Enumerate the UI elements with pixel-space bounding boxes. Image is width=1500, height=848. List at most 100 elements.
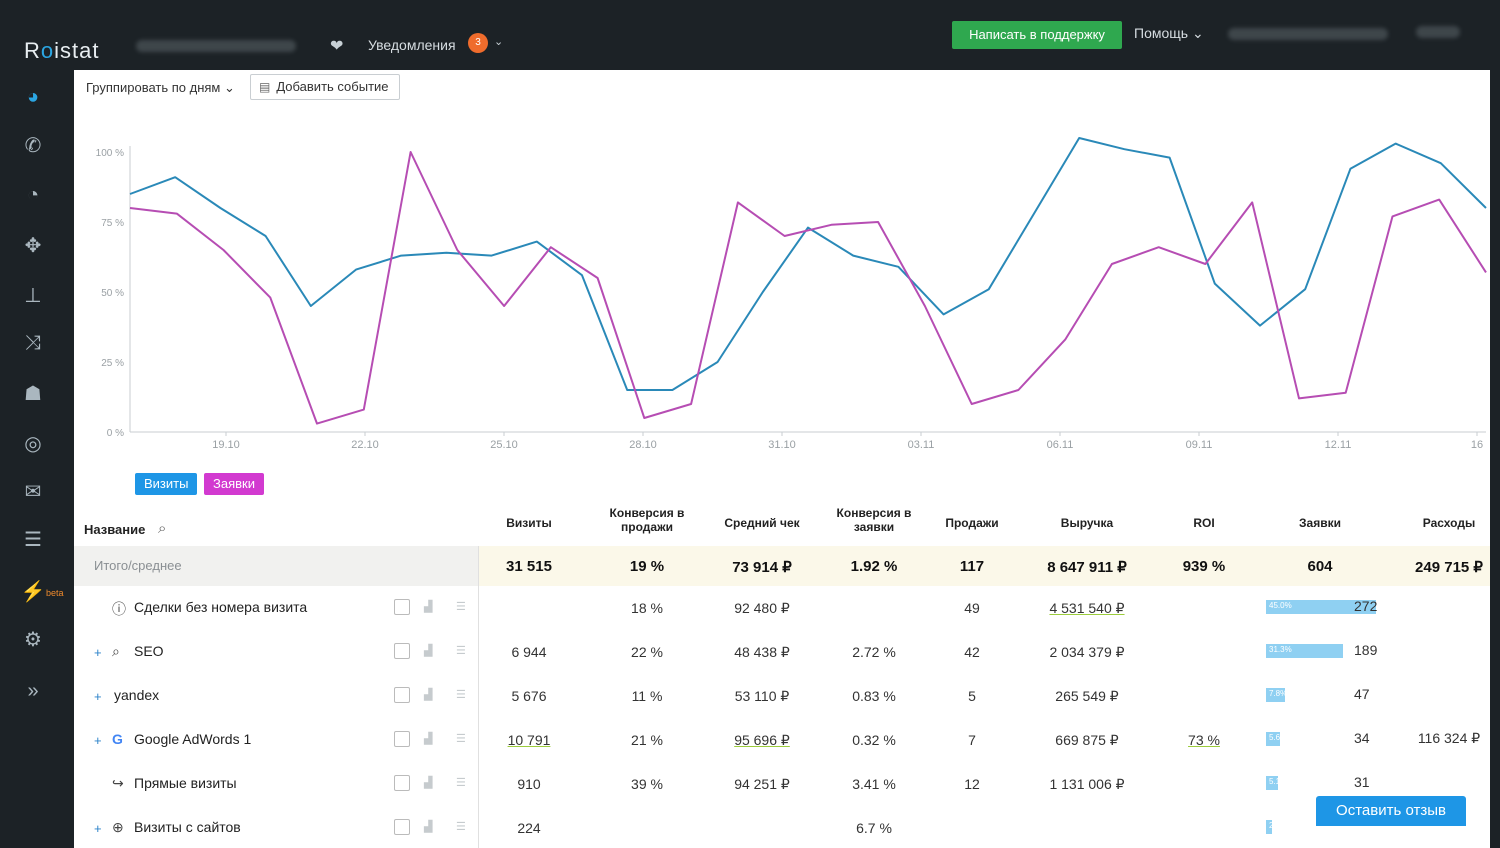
cell-avg-check: 94 251 ₽ (734, 776, 790, 792)
chart-mini-icon[interactable]: ▟ (424, 601, 433, 613)
leads-share-pct: 45.0% (1269, 601, 1292, 610)
hierarchy-icon[interactable]: ⊥ (24, 284, 42, 307)
chevron-down-icon[interactable]: ⌄ (494, 36, 504, 48)
list-mini-icon[interactable]: ☰ (456, 777, 466, 789)
leads-share-pct: 5.6% (1269, 733, 1288, 742)
cell-avg-check: 92 480 ₽ (734, 600, 790, 616)
cell-revenue: 265 549 ₽ (1055, 688, 1119, 704)
row-checkbox[interactable] (394, 819, 410, 835)
project-name-blurred[interactable] (136, 40, 296, 52)
row-name[interactable]: SEO (134, 643, 164, 659)
list-mini-icon[interactable]: ☰ (456, 821, 466, 833)
users-icon[interactable]: ☗ (24, 382, 42, 405)
search-icon[interactable]: ⌕ (158, 520, 167, 537)
cell-conv-sales: 11 % (631, 688, 663, 704)
x-tick-label: 03.11 (908, 439, 935, 451)
support-button[interactable]: Написать в поддержку (952, 21, 1122, 49)
leads-share-bar-fill (1266, 600, 1376, 614)
cell-avg-check: 53 110 ₽ (734, 688, 790, 704)
line-chart: 100 % 75 % 50 % 25 % 0 % 19.10 22.10 25.10 28.10… (96, 137, 1487, 451)
leads-column-header[interactable]: Заявки (1299, 516, 1341, 530)
roi-column-header[interactable]: ROI (1193, 516, 1215, 530)
sales-column-header[interactable]: Продажи (945, 516, 999, 530)
roistat-logo[interactable]: Roistat (24, 38, 100, 63)
list-mini-icon[interactable]: ☰ (456, 733, 466, 745)
list-mini-icon[interactable]: ☰ (456, 645, 466, 657)
leads-share-bar: 7.8% (1266, 688, 1376, 702)
mail-icon[interactable]: ✉ (24, 480, 42, 503)
bars-icon[interactable]: ☰ (24, 528, 42, 551)
list-mini-icon[interactable]: ☰ (456, 689, 466, 701)
notifications-badge[interactable]: 3 (468, 33, 488, 53)
cell-leads: 31 (1354, 774, 1370, 790)
expand-row-icon[interactable]: + (94, 733, 102, 748)
leads-share-bar: 31.3% (1266, 644, 1376, 658)
expand-row-icon[interactable]: + (94, 645, 102, 660)
shuffle-icon[interactable]: ⤨ (25, 331, 41, 354)
row-name[interactable]: yandex (114, 687, 160, 703)
row-checkbox[interactable] (394, 599, 410, 615)
legend-visits-button[interactable]: Визиты (135, 473, 198, 495)
row-checkbox[interactable] (394, 731, 410, 747)
list-mini-icon[interactable]: ☰ (456, 601, 466, 613)
expand-icon[interactable]: » (27, 679, 39, 702)
add-event-button[interactable]: ▤ Добавить событие (250, 74, 400, 100)
name-column-header[interactable]: Название (84, 522, 146, 537)
total-leads: 604 (1307, 558, 1333, 575)
sidebar: ◕ ✆ ◔ ✥ ⊥ ⤨ ☗ ◎ ✉ ☰ beta ⚡ ⚙ » (0, 70, 74, 848)
y-tick-label: 100 % (96, 148, 124, 159)
notifications-label[interactable]: Уведомления (368, 37, 456, 53)
heart-pulse-icon[interactable]: ❤ (330, 38, 344, 55)
y-tick-label: 75 % (101, 218, 124, 229)
leads-share-pct: 31.3% (1269, 645, 1292, 654)
phone-icon[interactable]: ✆ (24, 134, 42, 157)
account-extra-blurred[interactable] (1416, 26, 1460, 38)
chart-mini-icon[interactable]: ▟ (424, 777, 433, 789)
chart-mini-icon[interactable]: ▟ (424, 733, 433, 745)
plugin-icon[interactable]: ⚡ (20, 580, 46, 603)
dashboard-icon[interactable]: ◔ (26, 183, 40, 206)
x-tick-label: 16 (1471, 439, 1483, 451)
question-icon: ⓘ (112, 601, 126, 617)
gear-icon[interactable]: ⚙ (24, 628, 42, 651)
row-checkbox[interactable] (394, 687, 410, 703)
beta-label: beta (46, 588, 64, 598)
feedback-button[interactable]: Оставить отзыв (1316, 796, 1466, 826)
row-checkbox[interactable] (394, 643, 410, 659)
x-tick-label: 09.11 (1186, 439, 1213, 451)
chart-mini-icon[interactable]: ▟ (424, 645, 433, 657)
legend-leads-button[interactable]: Заявки (204, 473, 264, 495)
chart-mini-icon[interactable]: ▟ (424, 689, 433, 701)
spend-column-header[interactable]: Расходы (1422, 516, 1476, 530)
target-icon[interactable]: ◎ (24, 432, 42, 455)
row-checkbox[interactable] (394, 775, 410, 791)
leads-share-bar-fill (1266, 732, 1280, 746)
expand-row-icon[interactable]: + (94, 821, 102, 836)
conv-leads-column-header[interactable]: Конверсия в заявки (836, 506, 912, 534)
globe-icon: ⊕ (112, 819, 124, 835)
calendar-icon: ▤ (259, 80, 271, 94)
group-by-dropdown[interactable]: Группировать по дням ⌄ (86, 80, 235, 95)
cell-conv-leads: 0.83 % (852, 688, 896, 704)
direct-icon: ↪ (112, 775, 124, 791)
cell-visits: 6 944 (511, 644, 547, 660)
analytics-icon[interactable]: ◕ (26, 85, 40, 108)
x-tick-label: 28.10 (629, 439, 657, 451)
row-name[interactable]: Визиты с сайтов (134, 819, 241, 835)
help-menu[interactable]: Помощь ⌄ (1134, 25, 1204, 41)
google-icon: G (112, 731, 123, 747)
expand-row-icon[interactable]: + (94, 689, 102, 704)
chart-mini-icon[interactable]: ▟ (424, 821, 433, 833)
total-row-name-cell (74, 546, 478, 586)
y-tick-label: 50 % (101, 288, 124, 299)
conv-sales-column-header[interactable]: Конверсия в продажи (609, 506, 685, 534)
row-name[interactable]: Сделки без номера визита (134, 599, 308, 615)
crosshair-icon[interactable]: ✥ (24, 234, 42, 257)
revenue-column-header[interactable]: Выручка (1060, 516, 1114, 530)
row-name[interactable]: Прямые визиты (134, 775, 237, 791)
visits-column-header[interactable]: Визиты (506, 516, 552, 530)
row-name[interactable]: Google AdWords 1 (134, 731, 252, 747)
account-blurred[interactable] (1228, 28, 1388, 40)
avg-check-column-header[interactable]: Средний чек (724, 516, 800, 530)
cell-sales: 42 (964, 644, 980, 660)
